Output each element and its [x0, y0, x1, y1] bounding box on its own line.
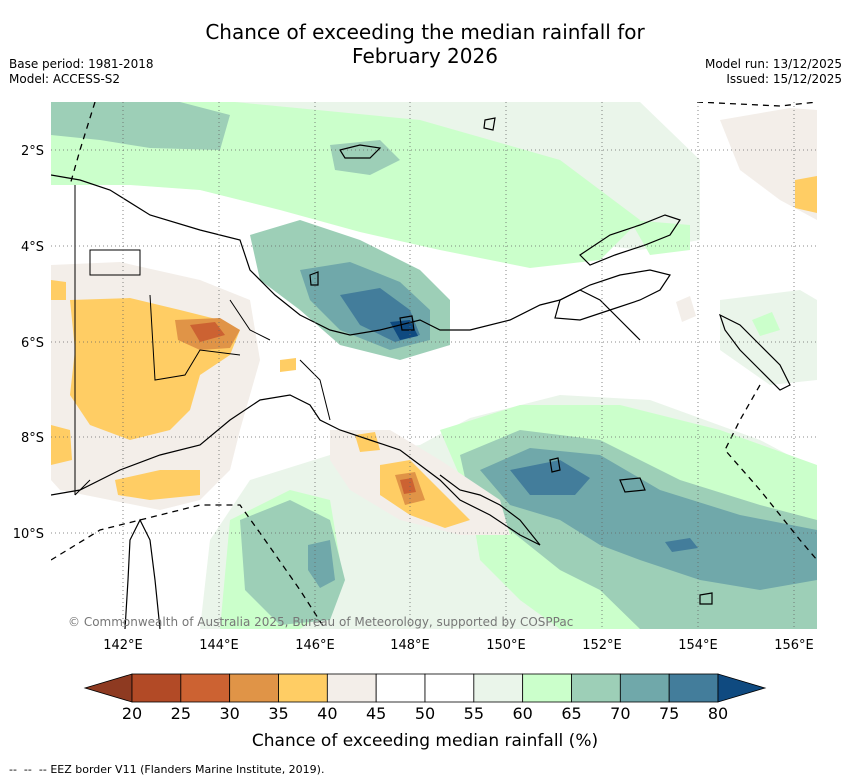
lon-label-156e: 156°E: [774, 638, 814, 653]
title-line-1: Chance of exceeding the median rainfall …: [205, 20, 645, 44]
island-small-3: [399, 315, 415, 331]
new-guinea-south-coast: [51, 394, 541, 546]
band-65-70-south: [240, 500, 345, 625]
map-area: © Commonwealth of Australia 2025, Bureau…: [51, 102, 817, 629]
lon-label-146e: 146°E: [295, 638, 335, 653]
lon-label-150e: 150°E: [486, 638, 526, 653]
band-25-30-west: [190, 322, 225, 342]
lat-label-10s: 10°S: [13, 527, 44, 542]
colorbar-arrow-low: [83, 673, 133, 703]
colorbar-tick-label: 70: [610, 704, 631, 723]
band-55-60-east: [720, 290, 817, 385]
colorbar-tick-label: 75: [658, 704, 680, 723]
colorbar-tick-label: 40: [317, 704, 338, 723]
band-35-40-west-edge: [51, 280, 66, 300]
lon-label-154e: 154°E: [678, 638, 718, 653]
eez-legend: -- -- -- EEZ border V11 (Flanders Marine…: [9, 763, 324, 776]
colorbar-segment: [131, 673, 182, 703]
colorbar-tick-label: 45: [365, 704, 387, 723]
band-35-40-ne: [795, 176, 817, 213]
band-25-30-gulf: [400, 478, 416, 494]
colorbar-segment: [278, 673, 328, 703]
solomon-islands-2: [699, 592, 713, 605]
png-border: [74, 185, 91, 496]
colorbar-segment: [668, 673, 719, 703]
colorbar-segment: [619, 673, 670, 703]
colorbar-tick-label: 55: [463, 704, 484, 723]
colorbar-segment: [473, 673, 524, 703]
coastlines: [51, 117, 791, 629]
new-britain: [554, 269, 671, 321]
colorbar-segment: [326, 673, 377, 703]
band-75-80-se-spot: [665, 538, 698, 552]
band-40-45-dot: [676, 296, 696, 322]
copyright-notice: © Commonwealth of Australia 2025, Bureau…: [68, 615, 573, 629]
band-70-75-south: [308, 540, 335, 588]
colorbar-tick-label: 80: [707, 704, 729, 723]
colorbar-tick-label: 25: [170, 704, 191, 723]
lat-label-8s: 8°S: [21, 431, 44, 446]
political-borders: [74, 185, 331, 496]
colorbar-segment: [229, 673, 279, 703]
eez-northeast: [696, 102, 817, 107]
eez-borders: [51, 102, 817, 629]
province-borders: [89, 249, 331, 421]
lon-label-144e: 144°E: [199, 638, 239, 653]
meta-right: Model run: 13/12/2025 Issued: 15/12/2025: [705, 57, 842, 87]
colorbar-tick-label: 65: [561, 704, 582, 723]
colorbar-segment: [571, 673, 621, 703]
probability-shading: [51, 102, 817, 629]
lon-label-152e: 152°E: [582, 638, 622, 653]
bougainville: [718, 313, 791, 391]
band-65-70-north: [51, 102, 230, 150]
longitude-labels: 142°E 144°E 146°E 148°E 150°E 152°E 154°…: [103, 638, 814, 653]
island-small-2: [309, 271, 319, 286]
colorbar-tick-label: 35: [268, 704, 289, 723]
lat-label-6s: 6°S: [21, 336, 44, 351]
band-35-40-west-edge2: [51, 425, 72, 465]
band-60-65-east-dot: [752, 312, 780, 336]
meta-left: Base period: 1981-2018 Model: ACCESS-S2: [9, 57, 154, 87]
new-ireland: [579, 214, 681, 266]
colorbar: [83, 673, 767, 703]
lat-label-4s: 4°S: [21, 240, 44, 255]
latitude-labels: 2°S 4°S 6°S 8°S 10°S: [13, 144, 44, 542]
model-name: Model: ACCESS-S2: [9, 72, 121, 86]
band-35-40-mid: [280, 358, 296, 372]
colorbar-title: Chance of exceeding median rainfall (%): [251, 731, 599, 751]
lat-label-2s: 2°S: [21, 144, 44, 159]
lon-label-148e: 148°E: [390, 638, 430, 653]
colorbar-segment: [522, 673, 572, 703]
papuan-peninsula: [439, 474, 541, 546]
title-line-2: February 2026: [352, 44, 498, 68]
solomon-islands: [619, 477, 646, 493]
colorbar-arrow-high: [717, 673, 767, 703]
band-35-40-torres: [115, 470, 200, 500]
eez-legend-text: EEZ border V11 (Flanders Marine Institut…: [50, 763, 325, 776]
model-run: Model run: 13/12/2025: [704, 57, 842, 71]
issued-date: Issued: 15/12/2025: [726, 72, 842, 86]
lon-label-142e: 142°E: [103, 638, 143, 653]
colorbar-tick-label: 50: [414, 704, 436, 723]
colorbar-segment: [424, 673, 475, 703]
colorbar-segment: [180, 673, 231, 703]
australia-cape-york: [124, 518, 161, 629]
eez-south: [51, 504, 326, 629]
band-40-45-ne: [720, 108, 817, 220]
eez-northwest: [69, 102, 96, 186]
eez-east: [724, 384, 817, 561]
base-period: Base period: 1981-2018: [9, 57, 154, 71]
eez-legend-line-icon: -- -- --: [9, 763, 47, 776]
manus-island: [339, 144, 382, 159]
band-75-80-se: [510, 460, 590, 495]
island-small-1: [483, 117, 496, 131]
island-small-4: [549, 457, 561, 473]
colorbar-tick-label: 20: [121, 704, 143, 723]
colorbar-tick-label: 30: [219, 704, 240, 723]
colorbar-segment: [375, 673, 426, 703]
map-title: Chance of exceeding the median rainfall …: [0, 20, 850, 68]
colorbar-tick-label: 60: [512, 704, 533, 723]
